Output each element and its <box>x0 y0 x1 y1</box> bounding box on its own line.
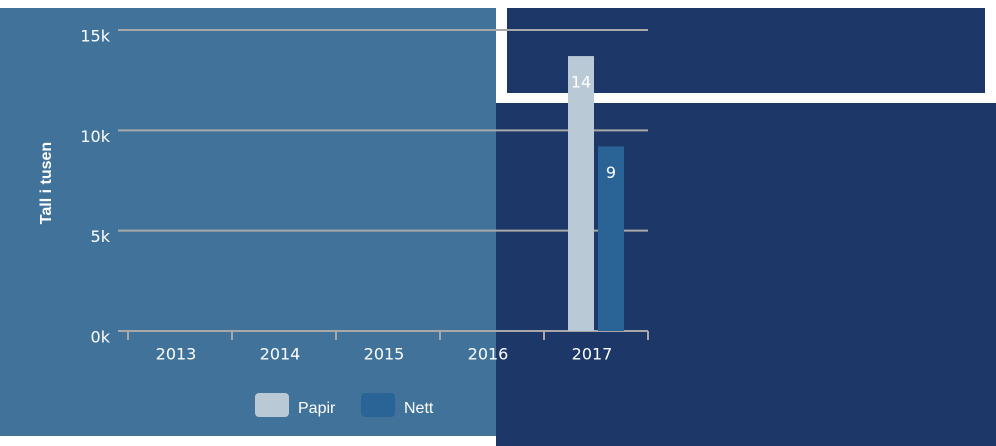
y-tick-label: 0k <box>91 328 111 347</box>
bar <box>598 146 624 331</box>
panel <box>0 8 496 436</box>
y-axis-label: Tall i tusen <box>38 142 55 224</box>
legend-label: Papir <box>298 400 336 417</box>
x-tick-label: 2014 <box>260 345 301 364</box>
legend-label: Nett <box>404 400 434 417</box>
x-tick-label: 2013 <box>156 345 197 364</box>
data-label: 9 <box>606 163 616 182</box>
legend-swatch <box>361 393 395 417</box>
x-tick-label: 2016 <box>468 345 509 364</box>
x-tick-label: 2017 <box>572 345 613 364</box>
legend-swatch <box>255 393 289 417</box>
y-tick-label: 15k <box>80 27 110 46</box>
x-tick-label: 2015 <box>364 345 405 364</box>
y-tick-label: 5k <box>91 227 111 246</box>
bar <box>568 56 594 331</box>
data-label: 14 <box>571 73 591 92</box>
y-tick-label: 10k <box>80 127 110 146</box>
